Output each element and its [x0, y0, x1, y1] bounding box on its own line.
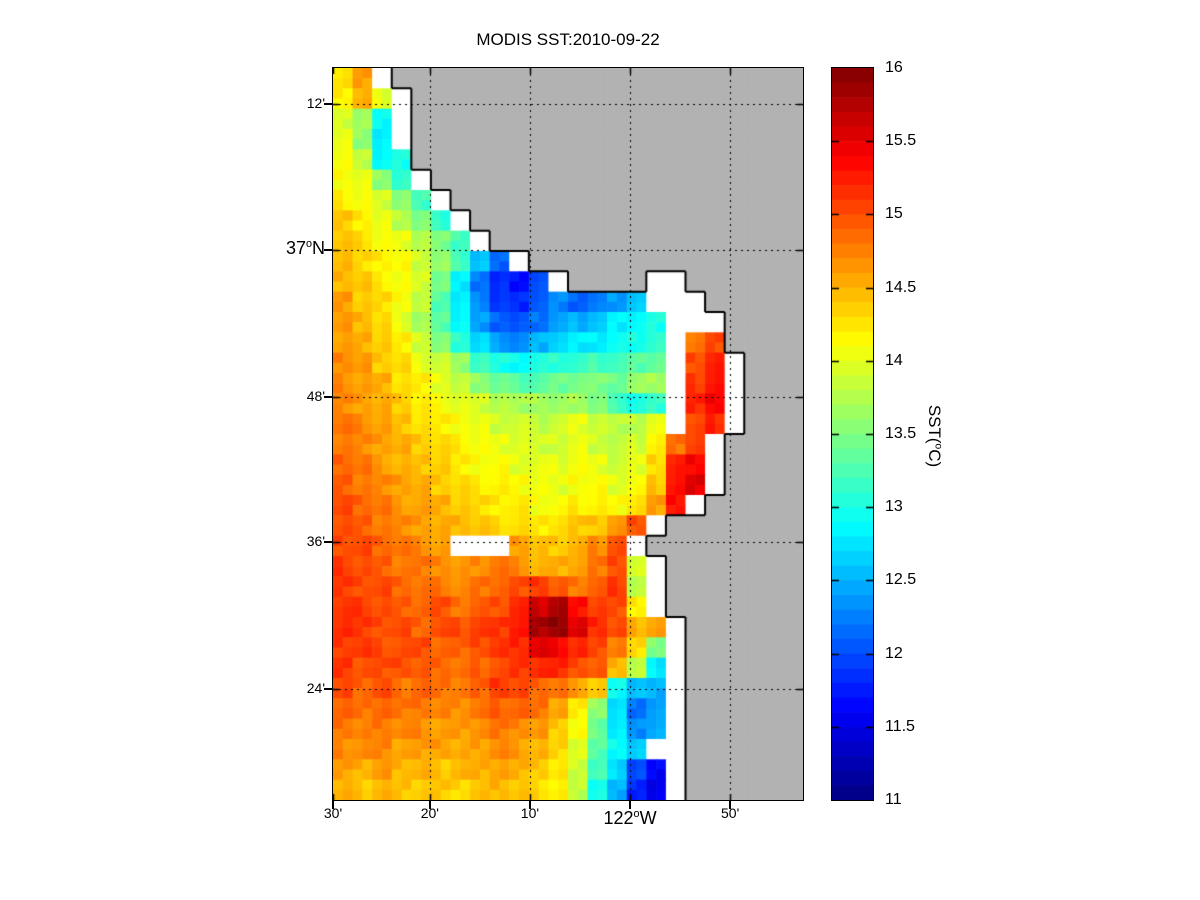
- y-tick-label: 12': [306, 94, 325, 111]
- x-tick-label: 122oW: [603, 808, 657, 828]
- y-tick-label: 36': [306, 533, 325, 550]
- colorbar-tick-label: 13: [885, 498, 903, 516]
- x-tick-mark: [332, 801, 334, 809]
- colorbar-title: SST(oC): [925, 404, 944, 468]
- x-tick-mark: [629, 801, 632, 809]
- x-tick-label: 50': [721, 805, 740, 821]
- colorbar-canvas: [832, 68, 873, 800]
- x-tick-label: 10': [520, 805, 540, 821]
- y-tick-label: 48': [306, 387, 325, 404]
- colorbar-tick-label: 11: [885, 791, 902, 808]
- colorbar-tick-label: 14.5: [885, 278, 917, 296]
- colorbar-tick-label: 13.5: [885, 425, 917, 442]
- colorbar-tick-label: 15: [885, 205, 903, 223]
- colorbar-tick-label: 14: [885, 351, 903, 369]
- plot-title: MODIS SST:2010-09-22: [476, 30, 660, 49]
- y-tick-mark: [324, 541, 333, 544]
- y-tick-mark: [324, 102, 333, 105]
- x-tick-mark: [528, 801, 531, 809]
- y-tick-label: 37oN: [285, 238, 325, 259]
- x-tick-label: 20': [420, 805, 439, 821]
- x-tick-mark: [729, 801, 732, 809]
- colorbar-tick-label: 12: [885, 644, 903, 662]
- y-tick-mark: [324, 395, 333, 398]
- x-tick-label: 30': [323, 805, 343, 821]
- colorbar-tick-label: 16: [885, 59, 903, 76]
- colorbar-tick-label: 12.5: [885, 571, 917, 589]
- sst-map-canvas: [333, 68, 803, 800]
- x-tick-mark: [428, 801, 431, 809]
- colorbar-tick-label: 11.5: [885, 717, 915, 735]
- y-tick-label: 24': [306, 679, 325, 696]
- colorbar-tick-label: 15.5: [885, 132, 917, 150]
- y-tick-mark: [324, 249, 333, 252]
- y-tick-mark: [324, 687, 333, 690]
